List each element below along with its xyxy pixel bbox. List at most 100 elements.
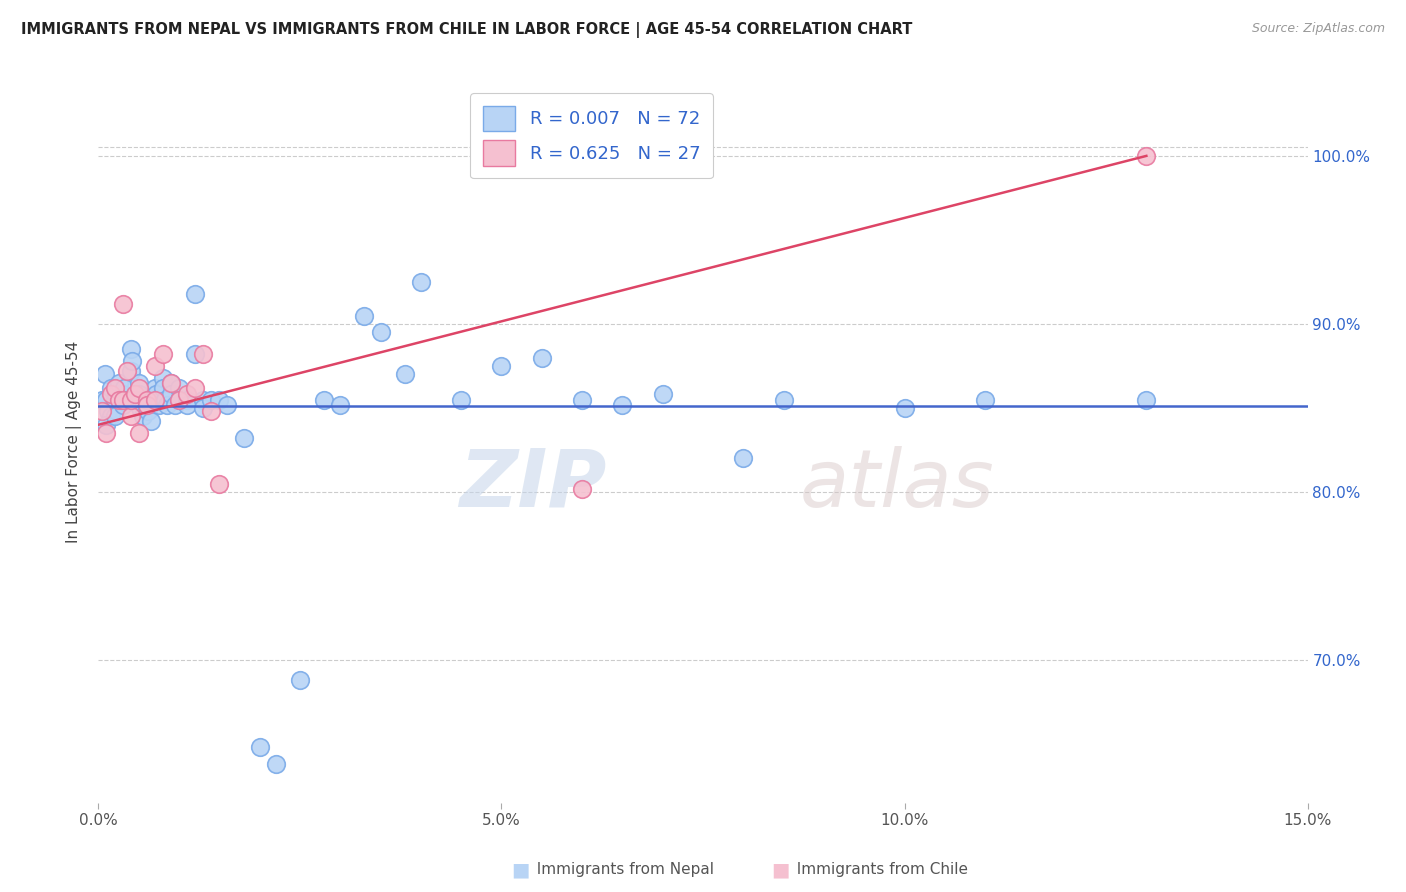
Point (107, 392, 129, 407)
Point (612, 398, 634, 412)
Text: Immigrants from Chile: Immigrants from Chile (787, 863, 969, 877)
Point (97, 404, 120, 418)
Point (156, 398, 179, 412)
Point (208, 476, 231, 491)
Point (135, 398, 157, 412)
Point (184, 381, 207, 395)
Point (288, 673, 311, 687)
Point (135, 398, 157, 412)
Point (132, 409, 155, 424)
Point (145, 387, 167, 401)
Point (128, 376, 150, 390)
Point (128, 426, 150, 441)
Point (112, 381, 135, 395)
Point (314, 392, 336, 407)
Point (193, 347, 215, 361)
Point (115, 392, 138, 407)
Point (167, 381, 190, 395)
Point (91, 392, 114, 407)
Point (129, 401, 152, 415)
Point (1135, 149, 1157, 163)
Point (124, 387, 146, 401)
Point (530, 351, 553, 365)
Point (143, 392, 166, 407)
Point (370, 326, 392, 340)
Point (153, 392, 176, 407)
Point (733, 451, 755, 466)
Point (160, 376, 183, 390)
Point (353, 309, 375, 323)
Point (105, 387, 128, 401)
Legend: R = 0.007   N = 72, R = 0.625   N = 27: R = 0.007 N = 72, R = 0.625 N = 27 (470, 93, 713, 178)
Point (96, 417, 118, 432)
Point (249, 740, 271, 755)
Point (208, 392, 231, 407)
Point (176, 387, 198, 401)
Point (450, 392, 472, 407)
Point (111, 297, 134, 311)
Point (200, 404, 222, 418)
Text: IMMIGRANTS FROM NEPAL VS IMMIGRANTS FROM CHILE IN LABOR FORCE | AGE 45-54 CORREL: IMMIGRANTS FROM NEPAL VS IMMIGRANTS FROM… (21, 22, 912, 38)
Point (152, 370, 174, 384)
Point (96, 392, 118, 407)
Point (160, 376, 183, 390)
Point (571, 482, 593, 496)
Point (100, 387, 122, 401)
Point (111, 387, 134, 401)
Point (120, 342, 142, 356)
Point (163, 398, 186, 412)
Point (111, 398, 134, 412)
Y-axis label: In Labor Force | Age 45-54: In Labor Force | Age 45-54 (66, 341, 83, 542)
Point (107, 376, 129, 390)
Point (184, 286, 207, 301)
Point (394, 368, 416, 382)
Point (893, 401, 915, 415)
Point (128, 392, 150, 407)
Point (94, 368, 117, 382)
Point (160, 387, 183, 401)
Point (772, 392, 794, 407)
Text: atlas: atlas (800, 446, 994, 524)
Point (264, 757, 287, 772)
Point (139, 414, 162, 428)
Point (176, 392, 198, 407)
Point (120, 364, 142, 378)
Point (1135, 392, 1157, 407)
Point (651, 387, 673, 401)
Point (329, 398, 352, 412)
Point (120, 409, 142, 424)
Point (120, 392, 142, 407)
Point (96, 426, 118, 441)
Point (974, 392, 997, 407)
Point (184, 347, 207, 361)
Point (103, 409, 125, 424)
Point (217, 398, 239, 412)
Point (103, 381, 125, 395)
Point (124, 392, 146, 407)
Point (232, 431, 254, 445)
Point (135, 392, 157, 407)
Point (143, 359, 166, 373)
Point (167, 392, 190, 407)
Point (111, 392, 134, 407)
Point (128, 387, 150, 401)
Point (167, 392, 190, 407)
Point (176, 398, 198, 412)
Point (100, 381, 122, 395)
Point (409, 275, 432, 289)
Text: Immigrants from Nepal: Immigrants from Nepal (527, 863, 714, 877)
Point (143, 381, 166, 395)
Point (103, 392, 125, 407)
Text: ■: ■ (510, 860, 530, 880)
Point (571, 392, 593, 407)
Point (138, 404, 160, 418)
Text: ZIP: ZIP (458, 446, 606, 524)
Point (193, 401, 215, 415)
Text: Source: ZipAtlas.com: Source: ZipAtlas.com (1251, 22, 1385, 36)
Point (128, 381, 150, 395)
Point (491, 359, 513, 373)
Point (121, 354, 143, 368)
Point (111, 392, 134, 407)
Text: ■: ■ (770, 860, 790, 880)
Point (200, 392, 222, 407)
